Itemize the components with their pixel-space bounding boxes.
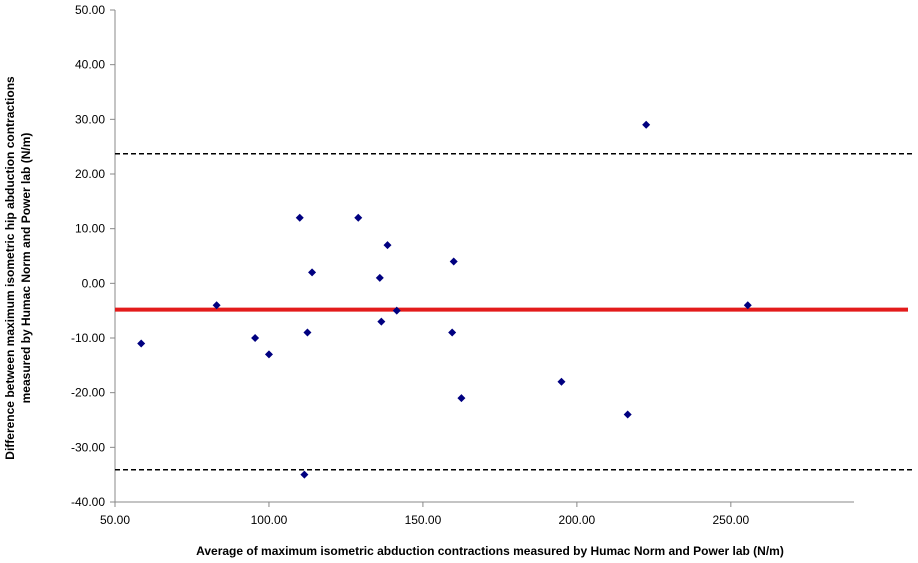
y-tick-label: 40.00: [75, 58, 105, 72]
data-point: [295, 213, 304, 222]
data-point: [557, 377, 566, 386]
data-point: [392, 306, 401, 315]
data-point: [264, 350, 273, 359]
data-point: [449, 257, 458, 266]
data-point: [251, 334, 260, 342]
y-tick-label: 50.00: [75, 3, 105, 17]
x-tick-label: 100.00: [251, 513, 288, 527]
data-point: [377, 317, 386, 326]
data-point: [375, 273, 384, 282]
data-point: [212, 301, 221, 310]
y-tick-label: -10.00: [71, 331, 105, 345]
y-axis-title-line-2: measured by Humac Norm and Power lab (N/…: [19, 133, 33, 404]
data-point: [383, 241, 392, 250]
x-tick-label: 50.00: [100, 513, 130, 527]
y-axis-title-line-1: Difference between maximum isometric hip…: [3, 76, 17, 460]
data-points: [137, 120, 752, 479]
data-point: [300, 470, 309, 479]
y-tick-label: 30.00: [75, 112, 105, 126]
data-point: [137, 339, 146, 348]
x-tick-labels: 50.00 100.00 150.00 200.00 250.00: [100, 513, 750, 527]
x-tick-label: 150.00: [405, 513, 442, 527]
y-tick-label: 20.00: [75, 167, 105, 181]
y-tick-label: -20.00: [71, 386, 105, 400]
data-point: [642, 120, 651, 129]
data-point: [354, 213, 363, 222]
x-axis-title: Average of maximum isometric abduction c…: [196, 544, 784, 558]
y-tick-labels: 50.00 40.00 30.00 20.00 10.00 0.00 -10.00 -20.0…: [71, 3, 105, 509]
axes: [110, 9, 854, 507]
data-point: [457, 394, 466, 403]
data-point: [448, 328, 457, 337]
reference-lines: [115, 153, 912, 471]
x-tick-label: 250.00: [712, 513, 749, 527]
y-tick-label: -40.00: [71, 495, 105, 509]
data-point: [743, 301, 752, 310]
x-tick-label: 200.00: [559, 513, 596, 527]
y-tick-label: -30.00: [71, 440, 105, 454]
data-point: [623, 410, 632, 419]
y-tick-label: 0.00: [82, 276, 106, 290]
y-tick-label: 10.00: [75, 222, 105, 236]
data-point: [308, 268, 317, 277]
data-point: [303, 328, 312, 337]
